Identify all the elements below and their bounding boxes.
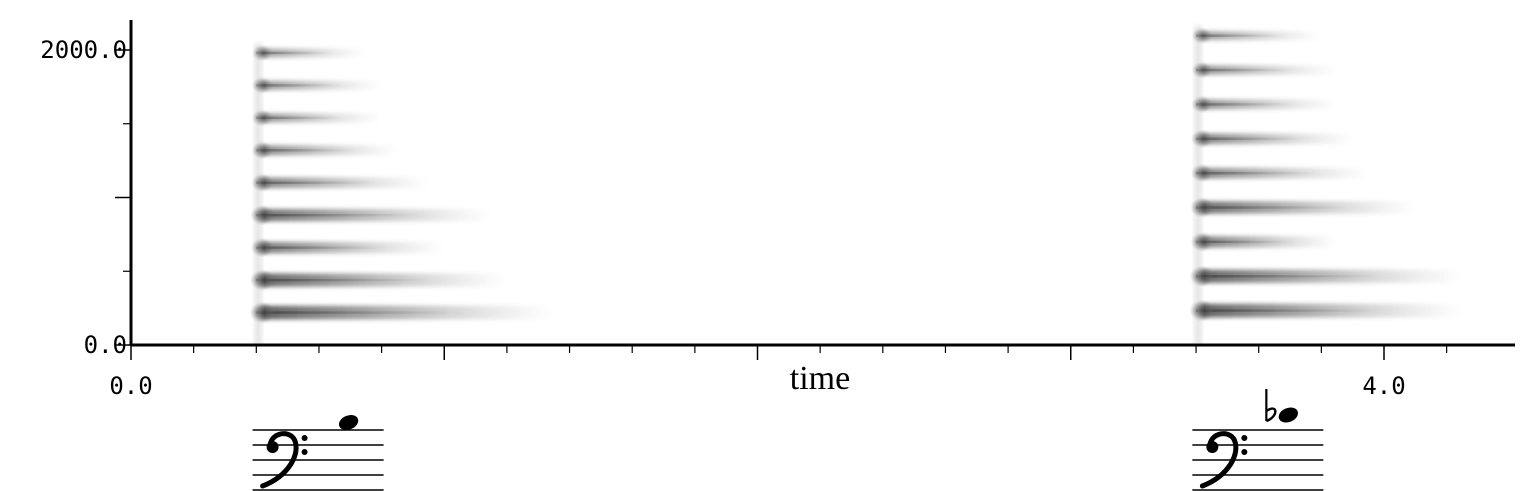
note-head [1278, 407, 1298, 423]
harmonic-core [256, 278, 432, 282]
bass-clef-head [1206, 441, 1219, 453]
axis-ticks: 0.0 4.0 0.0 2000.0 [40, 36, 1448, 400]
harmonic-core [256, 116, 345, 120]
harmonic-core [1196, 275, 1383, 278]
bass-staff-note-1 [252, 415, 384, 491]
y-tick-label: 2000.0 [40, 36, 127, 64]
bass-clef-icon [260, 431, 299, 489]
harmonic-core [1196, 309, 1383, 312]
harmonic-core [1196, 240, 1295, 244]
bass-clef-dot [301, 435, 308, 441]
bass-clef-dot [1241, 449, 1248, 455]
onset-smear [1194, 25, 1203, 345]
axes [129, 20, 1515, 347]
bass-clef-head [266, 441, 279, 453]
harmonic-core [256, 311, 465, 314]
harmonic-core [256, 84, 345, 87]
harmonic-core [1196, 34, 1284, 37]
note-2-energy [1189, 25, 1463, 345]
bass-clef-dot [1241, 435, 1248, 441]
bass-clef-dot [301, 449, 308, 455]
harmonic-core [1196, 206, 1350, 209]
x-tick-label: 4.0 [1362, 372, 1405, 400]
harmonic-core [256, 214, 421, 217]
harmonic-core [256, 51, 334, 55]
y-tick-label: 0.0 [84, 331, 127, 359]
onset-smear [254, 42, 263, 345]
harmonic-core [1196, 103, 1295, 106]
musical-notation [252, 389, 1324, 491]
harmonic-core [1196, 68, 1295, 72]
flat-sign-icon [1265, 407, 1277, 423]
spectrogram-energy [249, 25, 1463, 345]
x-tick-label: 0.0 [109, 372, 152, 400]
bass-staff-note-2 [1192, 389, 1324, 491]
bass-clef-icon [1199, 431, 1239, 489]
note-head [338, 415, 359, 430]
harmonic-core [1196, 137, 1306, 140]
harmonic-core [256, 246, 388, 249]
harmonic-core [1196, 171, 1317, 175]
x-axis-title: time [790, 360, 850, 397]
harmonic-core [256, 149, 355, 152]
harmonic-core [256, 181, 377, 184]
note-1-energy [249, 42, 554, 345]
